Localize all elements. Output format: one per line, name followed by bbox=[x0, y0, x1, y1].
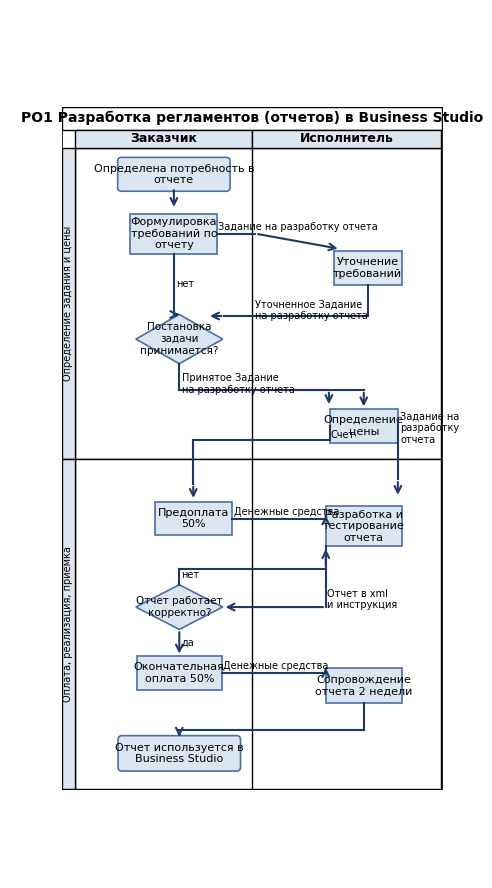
Bar bbox=[334, 251, 402, 285]
Text: Постановка
задачи
принимается?: Постановка задачи принимается? bbox=[140, 322, 218, 356]
Text: да: да bbox=[182, 638, 194, 647]
Text: Определение задания и цены: Определение задания и цены bbox=[63, 226, 73, 381]
Bar bbox=[252, 130, 441, 148]
Text: РО1 Разработка регламентов (отчетов) в Business Studio: РО1 Разработка регламентов (отчетов) в B… bbox=[21, 111, 483, 125]
Text: Разработка и
тестирование
отчета: Разработка и тестирование отчета bbox=[323, 510, 404, 543]
Bar bbox=[75, 130, 252, 148]
Text: Задание на разработку отчета: Задание на разработку отчета bbox=[218, 222, 378, 232]
Text: Принятое Задание
на разработку отчета: Принятое Задание на разработку отчета bbox=[182, 373, 295, 394]
Bar bbox=[326, 506, 402, 546]
Text: Окончательная
оплата 50%: Окончательная оплата 50% bbox=[134, 662, 225, 684]
FancyBboxPatch shape bbox=[118, 157, 230, 191]
Polygon shape bbox=[136, 314, 223, 364]
Text: Определение
цены: Определение цены bbox=[324, 416, 404, 437]
Text: Отчет в xml
и инструкция: Отчет в xml и инструкция bbox=[327, 589, 398, 610]
Text: Заказчик: Заказчик bbox=[130, 132, 197, 146]
Text: Задание на
разработку
отчета: Задание на разработку отчета bbox=[400, 412, 460, 445]
Bar bbox=[75, 148, 441, 459]
Bar bbox=[326, 668, 402, 703]
Bar bbox=[330, 409, 398, 443]
Text: Денежные средства: Денежные средства bbox=[234, 506, 339, 517]
Text: Отчет используется в
Business Studio: Отчет используется в Business Studio bbox=[115, 742, 244, 765]
Bar bbox=[130, 214, 217, 254]
Text: Уточненное Задание
на разработку отчета: Уточненное Задание на разработку отчета bbox=[255, 300, 368, 321]
Text: Уточнение
требований: Уточнение требований bbox=[333, 258, 402, 279]
Bar bbox=[62, 459, 75, 789]
Text: Формулировка
требований по
отчету: Формулировка требований по отчету bbox=[130, 217, 217, 250]
Text: нет: нет bbox=[182, 570, 200, 580]
FancyBboxPatch shape bbox=[118, 735, 241, 771]
Bar bbox=[137, 656, 222, 690]
Text: Определена потребность в
отчете: Определена потребность в отчете bbox=[93, 163, 254, 185]
Text: Сопровождение
отчета 2 недели: Сопровождение отчета 2 недели bbox=[315, 675, 412, 696]
Bar bbox=[62, 148, 75, 459]
Bar bbox=[75, 459, 441, 789]
Text: Денежные средства: Денежные средства bbox=[223, 662, 329, 671]
Text: Счет: Счет bbox=[331, 431, 355, 440]
Bar bbox=[62, 107, 442, 130]
Polygon shape bbox=[136, 584, 223, 630]
Text: Исполнитель: Исполнитель bbox=[300, 132, 394, 146]
Text: Предоплата
50%: Предоплата 50% bbox=[157, 508, 229, 529]
Text: Оплата, реализация, приёмка: Оплата, реализация, приёмка bbox=[63, 546, 73, 702]
Text: нет: нет bbox=[176, 279, 194, 289]
Text: Отчет работает
корректно?: Отчет работает корректно? bbox=[136, 596, 222, 618]
Bar bbox=[154, 502, 232, 535]
